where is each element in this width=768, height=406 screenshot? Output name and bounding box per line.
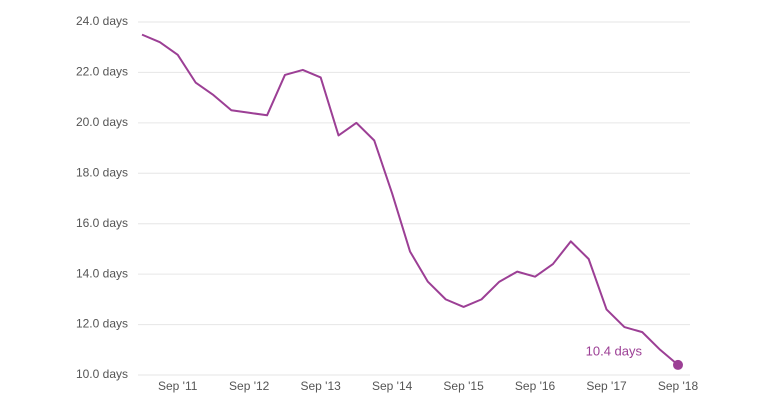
x-tick-label: Sep '14 bbox=[372, 379, 413, 393]
x-tick-label: Sep '12 bbox=[229, 379, 270, 393]
y-tick-label: 16.0 days bbox=[76, 216, 128, 230]
x-tick-label: Sep '13 bbox=[301, 379, 342, 393]
x-tick-label: Sep '17 bbox=[586, 379, 627, 393]
x-tick-label: Sep '15 bbox=[443, 379, 484, 393]
value-label: 10.4 days bbox=[586, 343, 643, 358]
y-tick-label: 10.0 days bbox=[76, 367, 128, 381]
y-tick-label: 22.0 days bbox=[76, 65, 128, 79]
x-tick-label: Sep '16 bbox=[515, 379, 556, 393]
end-marker bbox=[673, 359, 683, 370]
line bbox=[141, 33, 679, 366]
y-tick-label: 20.0 days bbox=[76, 115, 128, 129]
y-tick-label: 24.0 days bbox=[76, 14, 128, 28]
x-tick-label: Sep '18 bbox=[658, 379, 699, 393]
y-tick-label: 12.0 days bbox=[76, 317, 128, 331]
y-tick-label: 14.0 days bbox=[76, 266, 128, 280]
x-tick-label: Sep '11 bbox=[158, 379, 198, 393]
y-tick-label: 18.0 days bbox=[76, 165, 128, 179]
